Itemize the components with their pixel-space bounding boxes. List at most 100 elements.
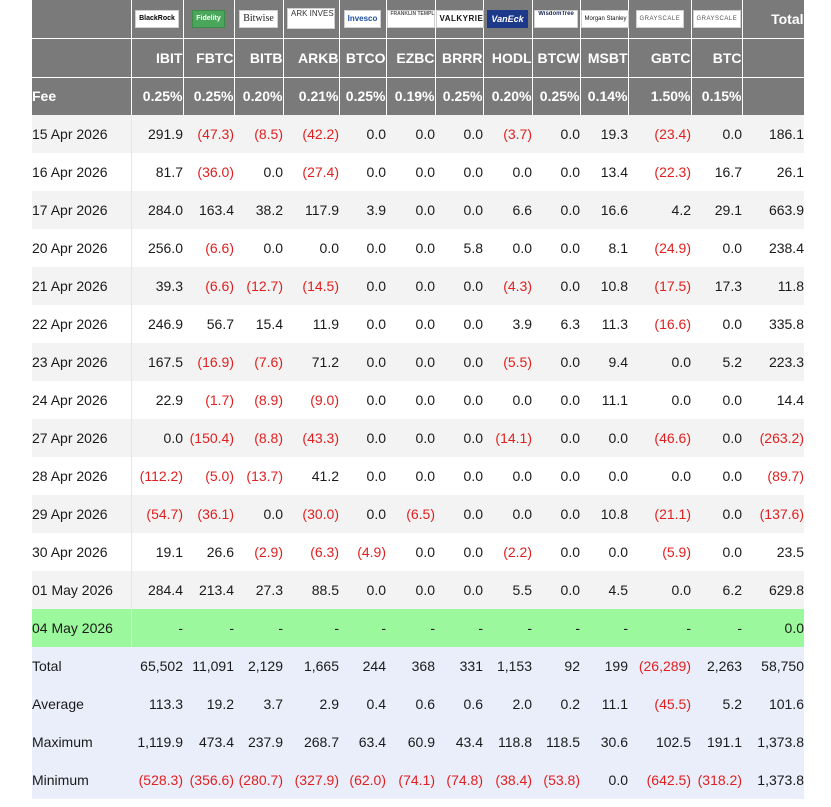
row-date: 04 May 2026 — [32, 609, 131, 647]
flow-cell-btc: 0.0 — [691, 495, 742, 533]
flow-cell-brrr: 0.0 — [435, 571, 483, 609]
flow-cell-btc: 0.0 — [691, 457, 742, 495]
flow-cell-ezbc: 0.0 — [386, 153, 435, 191]
flow-cell-hodl: (14.1) — [483, 419, 532, 457]
summary-cell-arkb: 2.9 — [283, 685, 339, 723]
ticker-header-btcw: BTCW — [532, 37, 581, 77]
flow-cell-ibit: 284.4 — [130, 571, 183, 609]
flow-cell-btcw: 6.3 — [532, 305, 580, 343]
row-total: 14.4 — [742, 381, 804, 419]
flow-cell-hodl: 3.9 — [483, 305, 532, 343]
issuer-logo-cell: Bitwise — [234, 0, 284, 38]
summary-total: 101.6 — [742, 685, 804, 723]
issuer-logo-fbtc: Fidelity — [192, 9, 225, 28]
flow-cell-bitb: 0.0 — [234, 153, 283, 191]
row-total: 663.9 — [742, 191, 804, 229]
row-total: 238.4 — [742, 229, 804, 267]
summary-total: 1,373.8 — [742, 761, 804, 799]
ticker-total-cell — [742, 37, 805, 77]
flow-cell-hodl: 0.0 — [483, 381, 532, 419]
flow-cell-brrr: - — [435, 609, 483, 647]
flow-cell-btcw: 0.0 — [532, 153, 580, 191]
summary-cell-fbtc: 11,091 — [183, 647, 234, 685]
flow-cell-fbtc: (36.0) — [183, 153, 234, 191]
flow-cell-arkb: 0.0 — [283, 229, 339, 267]
flow-cell-hodl: 6.6 — [483, 191, 532, 229]
summary-label: Minimum — [32, 761, 131, 799]
flow-cell-msbt: 0.0 — [580, 533, 628, 571]
flow-cell-btco: 0.0 — [339, 115, 386, 153]
flow-cell-bitb: (8.8) — [234, 419, 283, 457]
table-row: 04 May 2026- - - - - - - - - - - -0.0 — [32, 609, 804, 647]
flow-cell-hodl: 0.0 — [483, 457, 532, 495]
flow-cell-btcw: 0.0 — [532, 457, 580, 495]
summary-cell-msbt: 11.1 — [580, 685, 628, 723]
fee-ibit: 0.25% — [131, 76, 184, 115]
issuer-logo-cell: Morgan Stanley — [580, 0, 629, 38]
flow-cell-btc: - — [691, 609, 742, 647]
summary-cell-ibit: (528.3) — [131, 761, 183, 799]
flow-cell-fbtc: 163.4 — [183, 191, 234, 229]
table-row: 29 Apr 2026 (54.7) (36.1) 0.0 (30.0) 0.0 (6.5)… — [32, 495, 804, 533]
summary-cell-msbt: 0.0 — [580, 761, 628, 799]
flow-cell-hodl: 0.0 — [483, 495, 532, 533]
flow-cell-msbt: 19.3 — [580, 115, 628, 153]
row-date: 16 Apr 2026 — [32, 153, 131, 191]
flow-cell-bitb: 15.4 — [234, 305, 283, 343]
flow-cell-brrr: 0.0 — [435, 533, 483, 571]
summary-cell-gbtc: (642.5) — [628, 761, 691, 799]
flow-cell-ibit: 291.9 — [130, 115, 183, 153]
issuer-logo-cell: GRAYSCALE — [628, 0, 692, 38]
flow-cell-fbtc: 213.4 — [183, 571, 234, 609]
summary-cell-brrr: 0.6 — [435, 685, 483, 723]
flow-cell-fbtc: (6.6) — [183, 229, 234, 267]
fee-arkb: 0.21% — [283, 76, 340, 115]
ticker-header-gbtc: GBTC — [628, 37, 692, 77]
flow-cell-btc: 6.2 — [691, 571, 742, 609]
summary-cell-bitb: 2,129 — [234, 647, 283, 685]
flow-cell-hodl: (3.7) — [483, 115, 532, 153]
flow-cell-hodl: 0.0 — [483, 153, 532, 191]
summary-total: 1,373.8 — [742, 723, 804, 761]
issuer-logo-hodl: VanEck — [487, 9, 528, 28]
issuer-logo-cell: Invesco — [339, 0, 387, 38]
flow-cell-ezbc: 0.0 — [386, 533, 435, 571]
table-row: 23 Apr 2026 167.5 (16.9) (7.6) 71.2 0.0 0.0 0.0… — [32, 343, 804, 381]
row-total: 11.8 — [742, 267, 804, 305]
summary-cell-btcw: 92 — [532, 647, 580, 685]
summary-cell-gbtc: 102.5 — [628, 723, 691, 761]
flow-cell-btcw: 0.0 — [532, 115, 580, 153]
flow-cell-brrr: 0.0 — [435, 419, 483, 457]
summary-label: Average — [32, 685, 131, 723]
ticker-header-fbtc: FBTC — [183, 37, 235, 77]
flow-cell-gbtc: (23.4) — [628, 115, 691, 153]
summary-cell-btcw: 118.5 — [532, 723, 580, 761]
flow-cell-bitb: (13.7) — [234, 457, 283, 495]
flow-cell-btc: 0.0 — [691, 381, 742, 419]
summary-row-average: Average 113.3 19.2 3.7 2.9 0.4 0.6 0.6 2.0 0.2 11.… — [32, 685, 804, 723]
row-total: 223.3 — [742, 343, 804, 381]
summary-row-minimum: Minimum (528.3) (356.6) (280.7) (327.9) (62.0… — [32, 761, 804, 799]
issuer-logo-btco: Invesco — [343, 9, 382, 28]
issuer-logo-cell: VanEck — [483, 0, 533, 38]
summary-row-total: Total 65,502 11,091 2,129 1,665 244 368 331 1,15… — [32, 647, 804, 685]
table-row: 01 May 2026 284.4 213.4 27.3 88.5 0.0 0.0 0.0 5.… — [32, 571, 804, 609]
flow-cell-btc: 5.2 — [691, 343, 742, 381]
fee-label: Fee — [32, 76, 132, 115]
table-row: 15 Apr 2026 291.9 (47.3) (8.5) (42.2) 0.0 0.0 0… — [32, 115, 804, 153]
flow-cell-bitb: - — [234, 609, 283, 647]
flow-cell-hodl: (5.5) — [483, 343, 532, 381]
table-row: 30 Apr 2026 19.1 26.6 (2.9) (6.3) (4.9) 0.0 0.0… — [32, 533, 804, 571]
summary-cell-btco: 244 — [339, 647, 386, 685]
summary-cell-ezbc: (74.1) — [386, 761, 435, 799]
flow-cell-bitb: 27.3 — [234, 571, 283, 609]
flow-cell-brrr: 0.0 — [435, 115, 483, 153]
flow-cell-msbt: 9.4 — [580, 343, 628, 381]
flow-cell-gbtc: 4.2 — [628, 191, 691, 229]
flow-cell-hodl: (2.2) — [483, 533, 532, 571]
summary-cell-hodl: 118.8 — [483, 723, 532, 761]
table-row: 27 Apr 2026 0.0 (150.4) (8.8) (43.3) 0.0 0.0 0.… — [32, 419, 804, 457]
fee-btcw: 0.25% — [532, 76, 581, 115]
flow-cell-msbt: 0.0 — [580, 419, 628, 457]
flow-cell-arkb: (42.2) — [283, 115, 339, 153]
